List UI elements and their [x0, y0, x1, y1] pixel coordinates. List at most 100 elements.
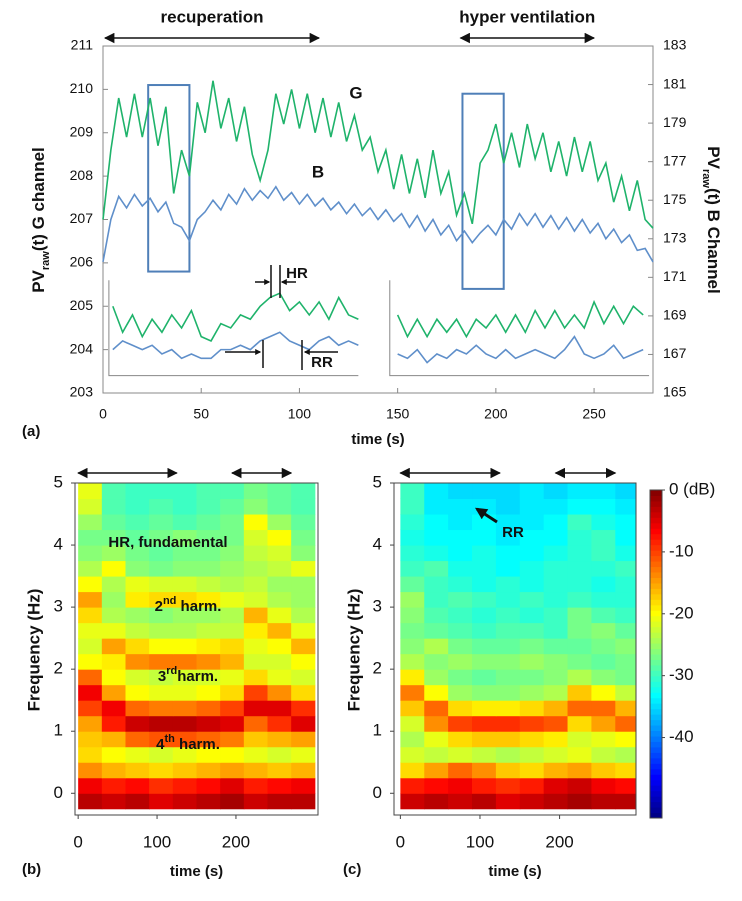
heat-cell: [567, 576, 592, 593]
phase-label: recuperation: [161, 7, 264, 26]
heat-cell: [448, 731, 473, 748]
heat-cell: [448, 638, 473, 655]
annotation-part: nd: [163, 595, 176, 607]
colorbar-tick-label: -10: [669, 541, 694, 560]
heat-cell: [291, 777, 316, 794]
colorbar-cell: [650, 544, 662, 551]
heat-cell: [472, 591, 497, 608]
heat-cell: [567, 653, 592, 670]
heat-cell: [591, 498, 616, 515]
heat-cell: [591, 700, 616, 717]
heat-cell: [472, 607, 497, 624]
heat-cell: [267, 715, 292, 732]
colorbar-cell: [650, 648, 662, 655]
heat-cell: [567, 762, 592, 779]
heat-cell: [591, 622, 616, 639]
heat-cell: [125, 514, 150, 531]
heat-cell: [567, 731, 592, 748]
y2-axis-label: PVraw(t) B Channel: [700, 146, 722, 293]
heat-cell: [267, 700, 292, 717]
heat-cell: [495, 684, 521, 701]
y-tick-label: 204: [70, 340, 94, 356]
colorbar-cell: [650, 517, 662, 524]
colorbar-cell: [650, 604, 662, 611]
heat-cell: [400, 607, 425, 624]
heat-cell: [149, 607, 174, 624]
colorbar-cell: [650, 506, 662, 513]
heat-cell: [78, 653, 103, 670]
heat-cell: [591, 746, 616, 763]
heat-cell: [78, 529, 103, 546]
heat-cell: [400, 576, 425, 593]
y-tick-label: 208: [70, 167, 94, 183]
heat-cell: [519, 746, 545, 763]
heat-cell: [291, 498, 316, 515]
colorbar-cell: [650, 714, 662, 721]
heat-cell: [519, 731, 545, 748]
x-tick-label: 0: [396, 832, 405, 851]
colorbar-cell: [650, 774, 662, 781]
heat-cell: [101, 669, 126, 686]
heat-cell: [220, 529, 245, 546]
heat-cell: [149, 715, 174, 732]
heat-cell: [78, 793, 103, 810]
heat-cell: [400, 731, 425, 748]
y-tick-label: 211: [71, 37, 94, 53]
annotation-part: RR: [502, 524, 524, 541]
heat-cell: [125, 498, 150, 515]
heat-cell: [267, 684, 292, 701]
heat-cell: [243, 700, 269, 717]
heatmap: [400, 483, 636, 810]
heat-cell: [424, 653, 449, 670]
heat-cell: [400, 498, 425, 515]
heat-cell: [196, 715, 221, 732]
heat-cell: [519, 715, 545, 732]
heat-cell: [220, 700, 245, 717]
heat-cell: [243, 793, 269, 810]
heat-cell: [567, 483, 592, 500]
heat-cell: [172, 793, 197, 810]
heat-cell: [172, 529, 197, 546]
heat-cell: [543, 746, 569, 763]
colorbar-cell: [650, 522, 662, 529]
heat-cell: [220, 514, 245, 531]
colorbar-cell: [650, 511, 662, 518]
heat-cell: [472, 777, 497, 794]
heat-cell: [172, 653, 197, 670]
y-tick-label: 5: [373, 472, 382, 491]
x-tick-label: 150: [386, 406, 410, 422]
inset-line: [397, 335, 644, 364]
heat-cell: [472, 762, 497, 779]
heat-cell: [519, 483, 545, 500]
heat-cell: [243, 684, 269, 701]
heat-cell: [591, 529, 616, 546]
heat-cell: [172, 715, 197, 732]
y-tick-label: 0: [54, 783, 63, 802]
heat-cell: [78, 715, 103, 732]
colorbar-cell: [650, 659, 662, 666]
heat-cell: [243, 529, 269, 546]
colorbar-cell: [650, 796, 662, 803]
series-label: B: [312, 162, 324, 181]
y-tick-label: 5: [54, 472, 63, 491]
heat-cell: [267, 777, 292, 794]
heat-cell: [543, 715, 569, 732]
heat-cell: [519, 607, 545, 624]
heat-cell: [472, 483, 497, 500]
heat-cell: [495, 498, 521, 515]
heat-cell: [172, 669, 197, 686]
heat-cell: [101, 700, 126, 717]
heat-cell: [196, 607, 221, 624]
heat-cell: [615, 762, 636, 779]
heat-cell: [519, 498, 545, 515]
x-tick-label: 200: [222, 832, 250, 851]
heat-cell: [101, 529, 126, 546]
heat-cell: [149, 653, 174, 670]
heat-cell: [243, 653, 269, 670]
series-line: [102, 185, 654, 263]
annotation-part: rd: [166, 665, 177, 677]
heat-cell: [172, 746, 197, 763]
heat-cell: [78, 514, 103, 531]
heat-cell: [149, 731, 174, 748]
heat-cell: [543, 700, 569, 717]
